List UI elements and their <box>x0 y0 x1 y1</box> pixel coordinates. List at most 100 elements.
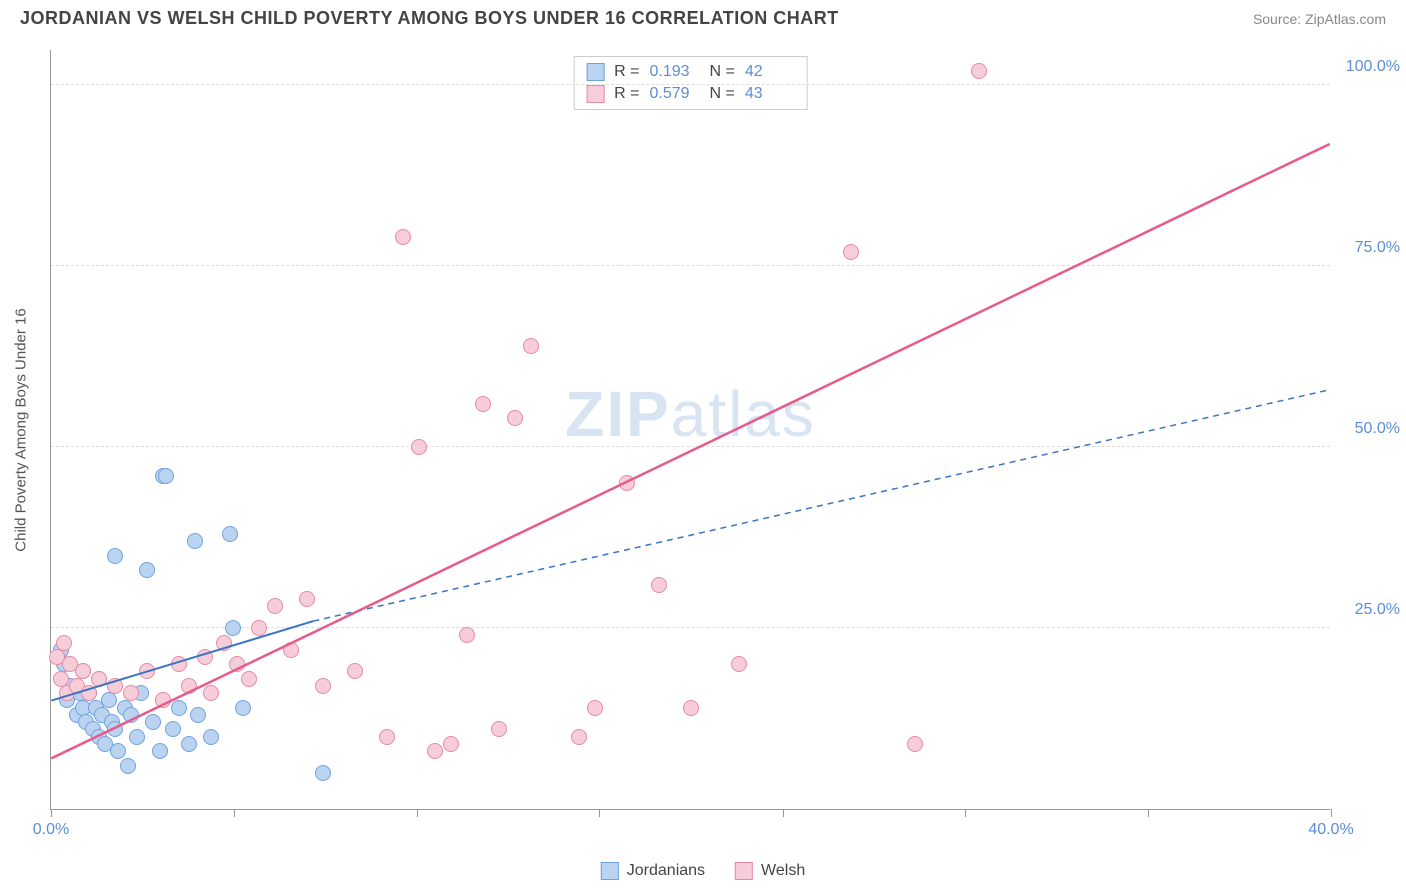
n-label: N = <box>710 63 735 81</box>
data-point-jordanians <box>190 707 206 723</box>
source-name: ZipAtlas.com <box>1305 11 1386 27</box>
x-tick <box>417 809 418 817</box>
x-tick <box>783 809 784 817</box>
gridline <box>51 265 1330 266</box>
data-point-jordanians <box>139 562 155 578</box>
data-point-welsh <box>683 700 699 716</box>
data-point-jordanians <box>181 736 197 752</box>
chart-title: JORDANIAN VS WELSH CHILD POVERTY AMONG B… <box>20 8 839 29</box>
scatter-chart: Child Poverty Among Boys Under 16 ZIPatl… <box>50 50 1330 810</box>
y-axis-label: Child Poverty Among Boys Under 16 <box>13 308 30 551</box>
y-tick-label: 50.0% <box>1355 420 1400 438</box>
source-prefix: Source: <box>1253 11 1305 27</box>
data-point-welsh <box>123 685 139 701</box>
data-point-welsh <box>197 649 213 665</box>
data-point-welsh <box>56 635 72 651</box>
data-point-welsh <box>107 678 123 694</box>
swatch-welsh-icon <box>735 862 753 880</box>
data-point-welsh <box>379 729 395 745</box>
legend-stats-row-jordanians: R = 0.193 N = 42 <box>586 61 795 83</box>
data-point-welsh <box>91 671 107 687</box>
data-point-welsh <box>347 663 363 679</box>
legend-stats-box: R = 0.193 N = 42 R = 0.579 N = 43 <box>573 56 808 110</box>
legend-item-jordanians: Jordanians <box>601 862 705 880</box>
data-point-welsh <box>229 656 245 672</box>
data-point-jordanians <box>187 533 203 549</box>
gridline <box>51 84 1330 85</box>
data-point-welsh <box>475 396 491 412</box>
data-point-welsh <box>427 743 443 759</box>
data-point-welsh <box>267 598 283 614</box>
data-point-welsh <box>203 685 219 701</box>
data-point-welsh <box>181 678 197 694</box>
y-tick-label: 75.0% <box>1355 239 1400 257</box>
bottom-legend: Jordanians Welsh <box>601 862 805 880</box>
data-point-welsh <box>907 736 923 752</box>
legend-label-jordanians: Jordanians <box>627 862 705 880</box>
data-point-welsh <box>299 591 315 607</box>
n-label: N = <box>710 85 735 103</box>
legend-item-welsh: Welsh <box>735 862 805 880</box>
regression-lines <box>51 50 1330 809</box>
data-point-welsh <box>315 678 331 694</box>
x-tick <box>51 809 52 817</box>
data-point-welsh <box>619 475 635 491</box>
x-tick <box>599 809 600 817</box>
data-point-jordanians <box>107 721 123 737</box>
data-point-welsh <box>587 700 603 716</box>
gridline <box>51 627 1330 628</box>
data-point-jordanians <box>129 729 145 745</box>
data-point-welsh <box>139 663 155 679</box>
data-point-welsh <box>81 685 97 701</box>
data-point-jordanians <box>101 692 117 708</box>
data-point-jordanians <box>107 548 123 564</box>
data-point-welsh <box>75 663 91 679</box>
y-tick-label: 25.0% <box>1355 601 1400 619</box>
data-point-jordanians <box>120 758 136 774</box>
data-point-jordanians <box>145 714 161 730</box>
data-point-jordanians <box>123 707 139 723</box>
swatch-jordanians-icon <box>586 63 604 81</box>
x-tick <box>965 809 966 817</box>
x-tick-label: 0.0% <box>33 821 69 839</box>
y-tick-label: 100.0% <box>1346 58 1400 76</box>
watermark: ZIPatlas <box>565 377 816 451</box>
data-point-jordanians <box>110 743 126 759</box>
data-point-welsh <box>283 642 299 658</box>
data-point-jordanians <box>152 743 168 759</box>
data-point-welsh <box>216 635 232 651</box>
legend-stats-row-welsh: R = 0.579 N = 43 <box>586 83 795 105</box>
swatch-jordanians-icon <box>601 862 619 880</box>
x-tick <box>234 809 235 817</box>
n-value-jordanians: 42 <box>745 63 795 81</box>
r-label: R = <box>614 85 639 103</box>
x-tick <box>1331 809 1332 817</box>
data-point-welsh <box>459 627 475 643</box>
data-point-welsh <box>241 671 257 687</box>
data-point-welsh <box>443 736 459 752</box>
data-point-welsh <box>971 63 987 79</box>
data-point-jordanians <box>171 700 187 716</box>
legend-label-welsh: Welsh <box>761 862 805 880</box>
r-value-jordanians: 0.193 <box>650 63 700 81</box>
data-point-jordanians <box>315 765 331 781</box>
x-tick-label: 40.0% <box>1308 821 1353 839</box>
data-point-welsh <box>491 721 507 737</box>
data-point-welsh <box>651 577 667 593</box>
source-attribution: Source: ZipAtlas.com <box>1253 11 1386 27</box>
data-point-jordanians <box>158 468 174 484</box>
data-point-welsh <box>395 229 411 245</box>
data-point-welsh <box>571 729 587 745</box>
data-point-welsh <box>171 656 187 672</box>
r-label: R = <box>614 63 639 81</box>
data-point-jordanians <box>225 620 241 636</box>
data-point-welsh <box>155 692 171 708</box>
swatch-welsh-icon <box>586 85 604 103</box>
data-point-jordanians <box>203 729 219 745</box>
data-point-welsh <box>731 656 747 672</box>
data-point-jordanians <box>235 700 251 716</box>
data-point-jordanians <box>165 721 181 737</box>
data-point-welsh <box>523 338 539 354</box>
regression-line-jordanians-dashed <box>313 390 1329 621</box>
header: JORDANIAN VS WELSH CHILD POVERTY AMONG B… <box>0 0 1406 33</box>
